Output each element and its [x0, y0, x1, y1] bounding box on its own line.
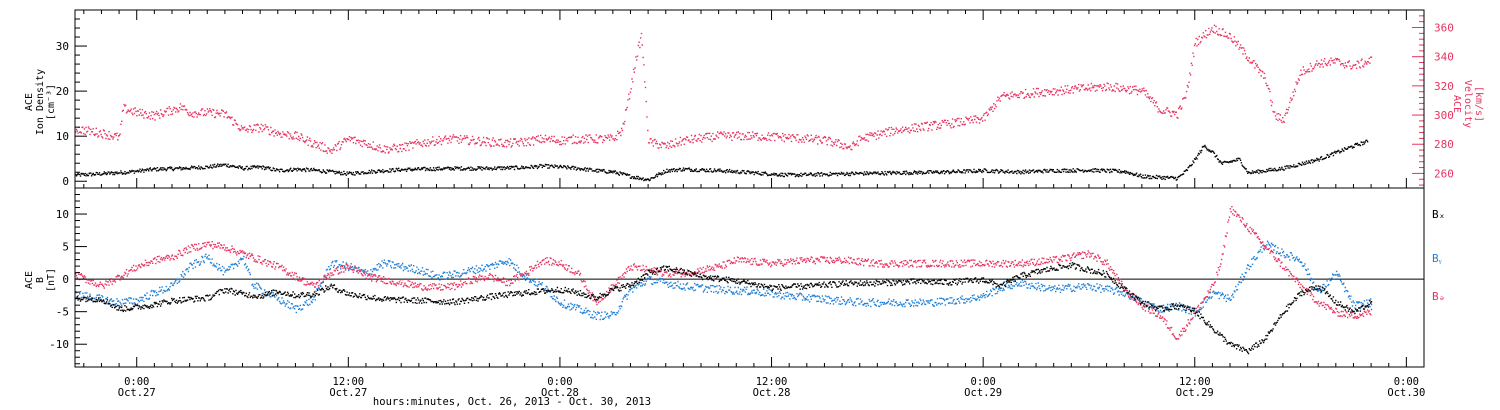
date-tick-label: Oct.29 [1176, 387, 1214, 399]
field-by-series [75, 240, 1373, 321]
magnetic-field-panel-frame [74, 187, 1425, 368]
velocity-tick-label: 280 [1434, 138, 1454, 151]
field-tick-label: -10 [49, 338, 69, 351]
plasma-data-points [75, 24, 1373, 182]
velocity-tick-label: 260 [1434, 167, 1454, 180]
time-tick-label: 0:00 [971, 376, 996, 388]
time-tick-label: 12:00 [1179, 376, 1211, 388]
velocity-axis-label-1: ACE [1451, 95, 1462, 113]
field-axis-ticks: -10 -5 0 5 10 [49, 187, 87, 365]
date-tick-label: Oct.30 [1387, 387, 1425, 399]
velocity-tick-label: 360 [1434, 22, 1454, 35]
date-tick-label: Oct.27 [118, 387, 156, 399]
velocity-axis-ticks: 260 280 300 320 340 360 [1412, 9, 1454, 186]
field-tick-label: 10 [56, 208, 69, 221]
density-tick-label: 20 [56, 85, 69, 98]
time-tick-label: 12:00 [756, 376, 788, 388]
density-tick-label: 10 [56, 130, 69, 143]
time-tick-label: 0:00 [1394, 376, 1419, 388]
velocity-tick-label: 320 [1434, 80, 1454, 93]
time-tick-label: 12:00 [333, 376, 365, 388]
time-axis-title: hours:minutes, Oct. 26, 2013 - Oct. 30, … [373, 396, 651, 408]
magnetic-field-data-points [75, 206, 1424, 355]
density-axis-ticks: 0 10 20 30 [56, 9, 87, 188]
field-axis-label-3: [nT] [46, 268, 57, 292]
date-tick-label: Oct.28 [541, 387, 579, 399]
field-tick-label: 5 [62, 241, 69, 254]
velocity-axis-label-3: [km/s] [1473, 86, 1484, 122]
velocity-axis-label-2: Velocity [1462, 80, 1473, 128]
density-tick-label: 30 [56, 40, 69, 53]
plasma-panel: 0 10 20 30 260 280 300 320 340 360 ACE Ion Densi… [24, 9, 1484, 188]
field-tick-label: 0 [62, 273, 69, 286]
field-bz-series [75, 206, 1373, 340]
plasma-panel-frame [74, 9, 1425, 189]
magnetic-field-panel: -10 -5 0 5 10 ACE B [nT] Bₓ Bᵧ Bₔ [24, 187, 1445, 365]
time-tick-label: 0:00 [124, 376, 149, 388]
field-bx-series [75, 262, 1373, 355]
velocity-series [75, 24, 1373, 154]
velocity-tick-label: 340 [1434, 51, 1454, 64]
date-tick-label: Oct.27 [329, 387, 367, 399]
legend-by: Bᵧ [1432, 252, 1442, 265]
date-tick-label: Oct.28 [753, 387, 791, 399]
field-axis-label-1: ACE [24, 271, 35, 289]
density-axis-label-3: [cm⁻³] [46, 84, 57, 120]
legend-bx: Bₓ [1432, 208, 1445, 221]
density-axis-label-1: ACE [24, 93, 35, 111]
time-axis: 0:00Oct.2712:00Oct.270:00Oct.2812:00Oct.… [83, 10, 1425, 399]
field-tick-label: -5 [56, 306, 69, 319]
density-axis-label-2: Ion Density [35, 69, 46, 135]
legend-bz: Bₔ [1432, 290, 1445, 303]
time-tick-label: 0:00 [547, 376, 572, 388]
velocity-tick-label: 300 [1434, 109, 1454, 122]
field-axis-label-2: B [35, 277, 46, 283]
ion-density-series [75, 139, 1369, 182]
date-tick-label: Oct.29 [964, 387, 1002, 399]
density-tick-label: 0 [62, 175, 69, 188]
